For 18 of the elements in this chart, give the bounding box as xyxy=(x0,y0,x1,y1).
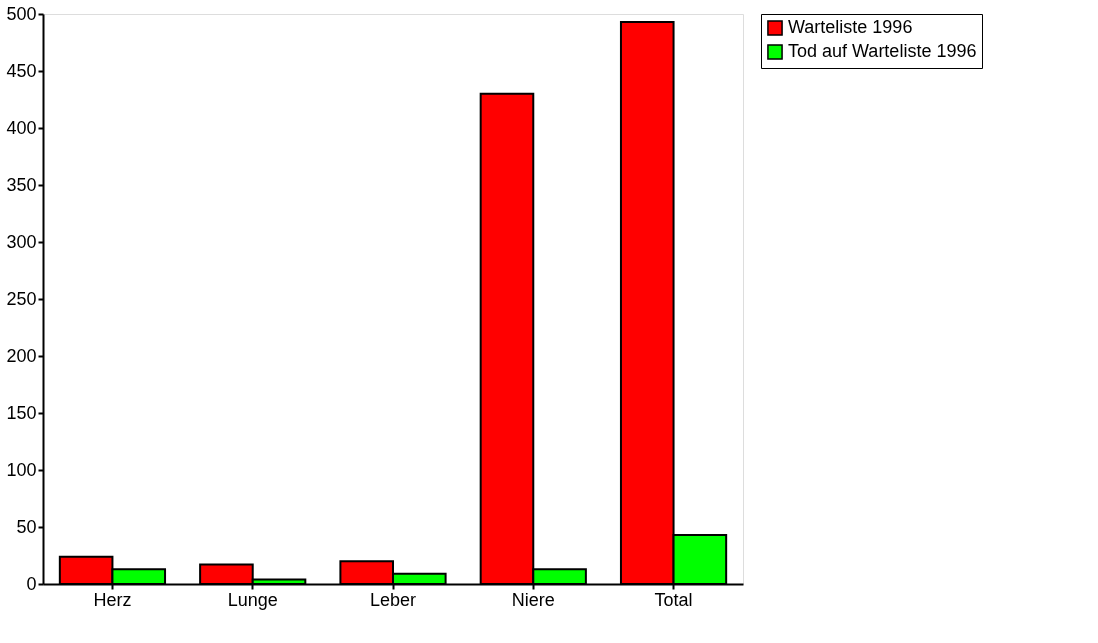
y-tick-label: 50 xyxy=(16,516,37,537)
y-tick-label: 450 xyxy=(6,60,37,81)
y-tick-label: 150 xyxy=(6,402,37,423)
y-tick-label: 0 xyxy=(26,573,37,594)
y-tick-label: 300 xyxy=(6,231,37,252)
x-tick-label: Total xyxy=(654,589,693,610)
y-tick-label: 250 xyxy=(6,288,37,309)
y-tick-label: 200 xyxy=(6,345,37,366)
x-tick-label: Herz xyxy=(93,589,132,610)
legend-label: Warteliste 1996 xyxy=(788,17,913,37)
x-tick-label: Niere xyxy=(511,589,555,610)
y-tick-label: 500 xyxy=(6,3,37,24)
y-tick-label: 400 xyxy=(6,117,37,138)
y-tick-label: 350 xyxy=(6,174,37,195)
legend-label: Tod auf Warteliste 1996 xyxy=(788,41,977,61)
x-tick-label: Lunge xyxy=(227,589,278,610)
y-tick-label: 100 xyxy=(6,459,37,480)
x-tick-label: Leber xyxy=(369,589,417,610)
